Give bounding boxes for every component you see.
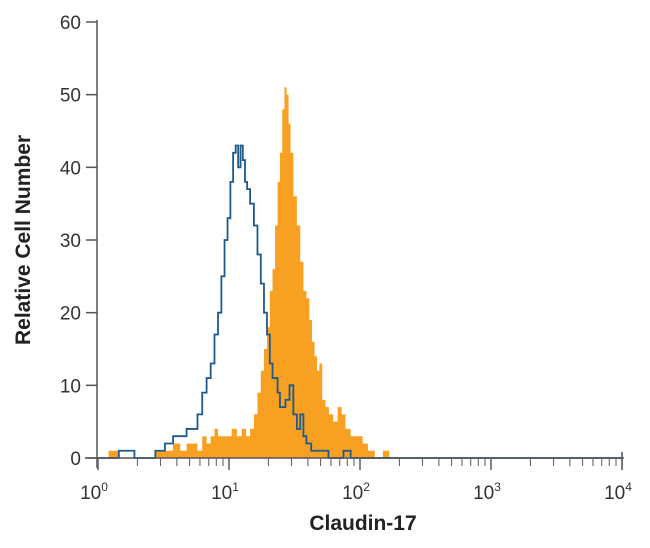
isotype-control-outline-histogram [98,144,622,459]
y-axis: 0 10 20 30 40 50 60 [60,13,98,470]
x-axis: 100 101 102 103 104 [80,452,632,504]
x-tick-label: 103 [473,480,501,504]
x-axis-title: Claudin-17 [309,512,416,535]
claudin-17-filled-histogram [98,87,397,459]
plot-area [98,87,622,459]
x-tick-label: 102 [342,480,370,504]
y-tick-label: 10 [60,376,81,397]
y-tick-label: 40 [60,158,81,179]
y-tick-label: 30 [60,231,81,252]
y-tick-label: 0 [70,449,81,470]
y-axis-title: Relative Cell Number [12,135,35,345]
y-tick-label: 60 [60,13,81,34]
x-tick-label: 104 [604,480,632,504]
y-tick-label: 50 [60,86,81,107]
x-tick-label: 101 [211,480,239,504]
x-tick-label: 100 [80,480,108,504]
y-tick-label: 20 [60,304,81,325]
